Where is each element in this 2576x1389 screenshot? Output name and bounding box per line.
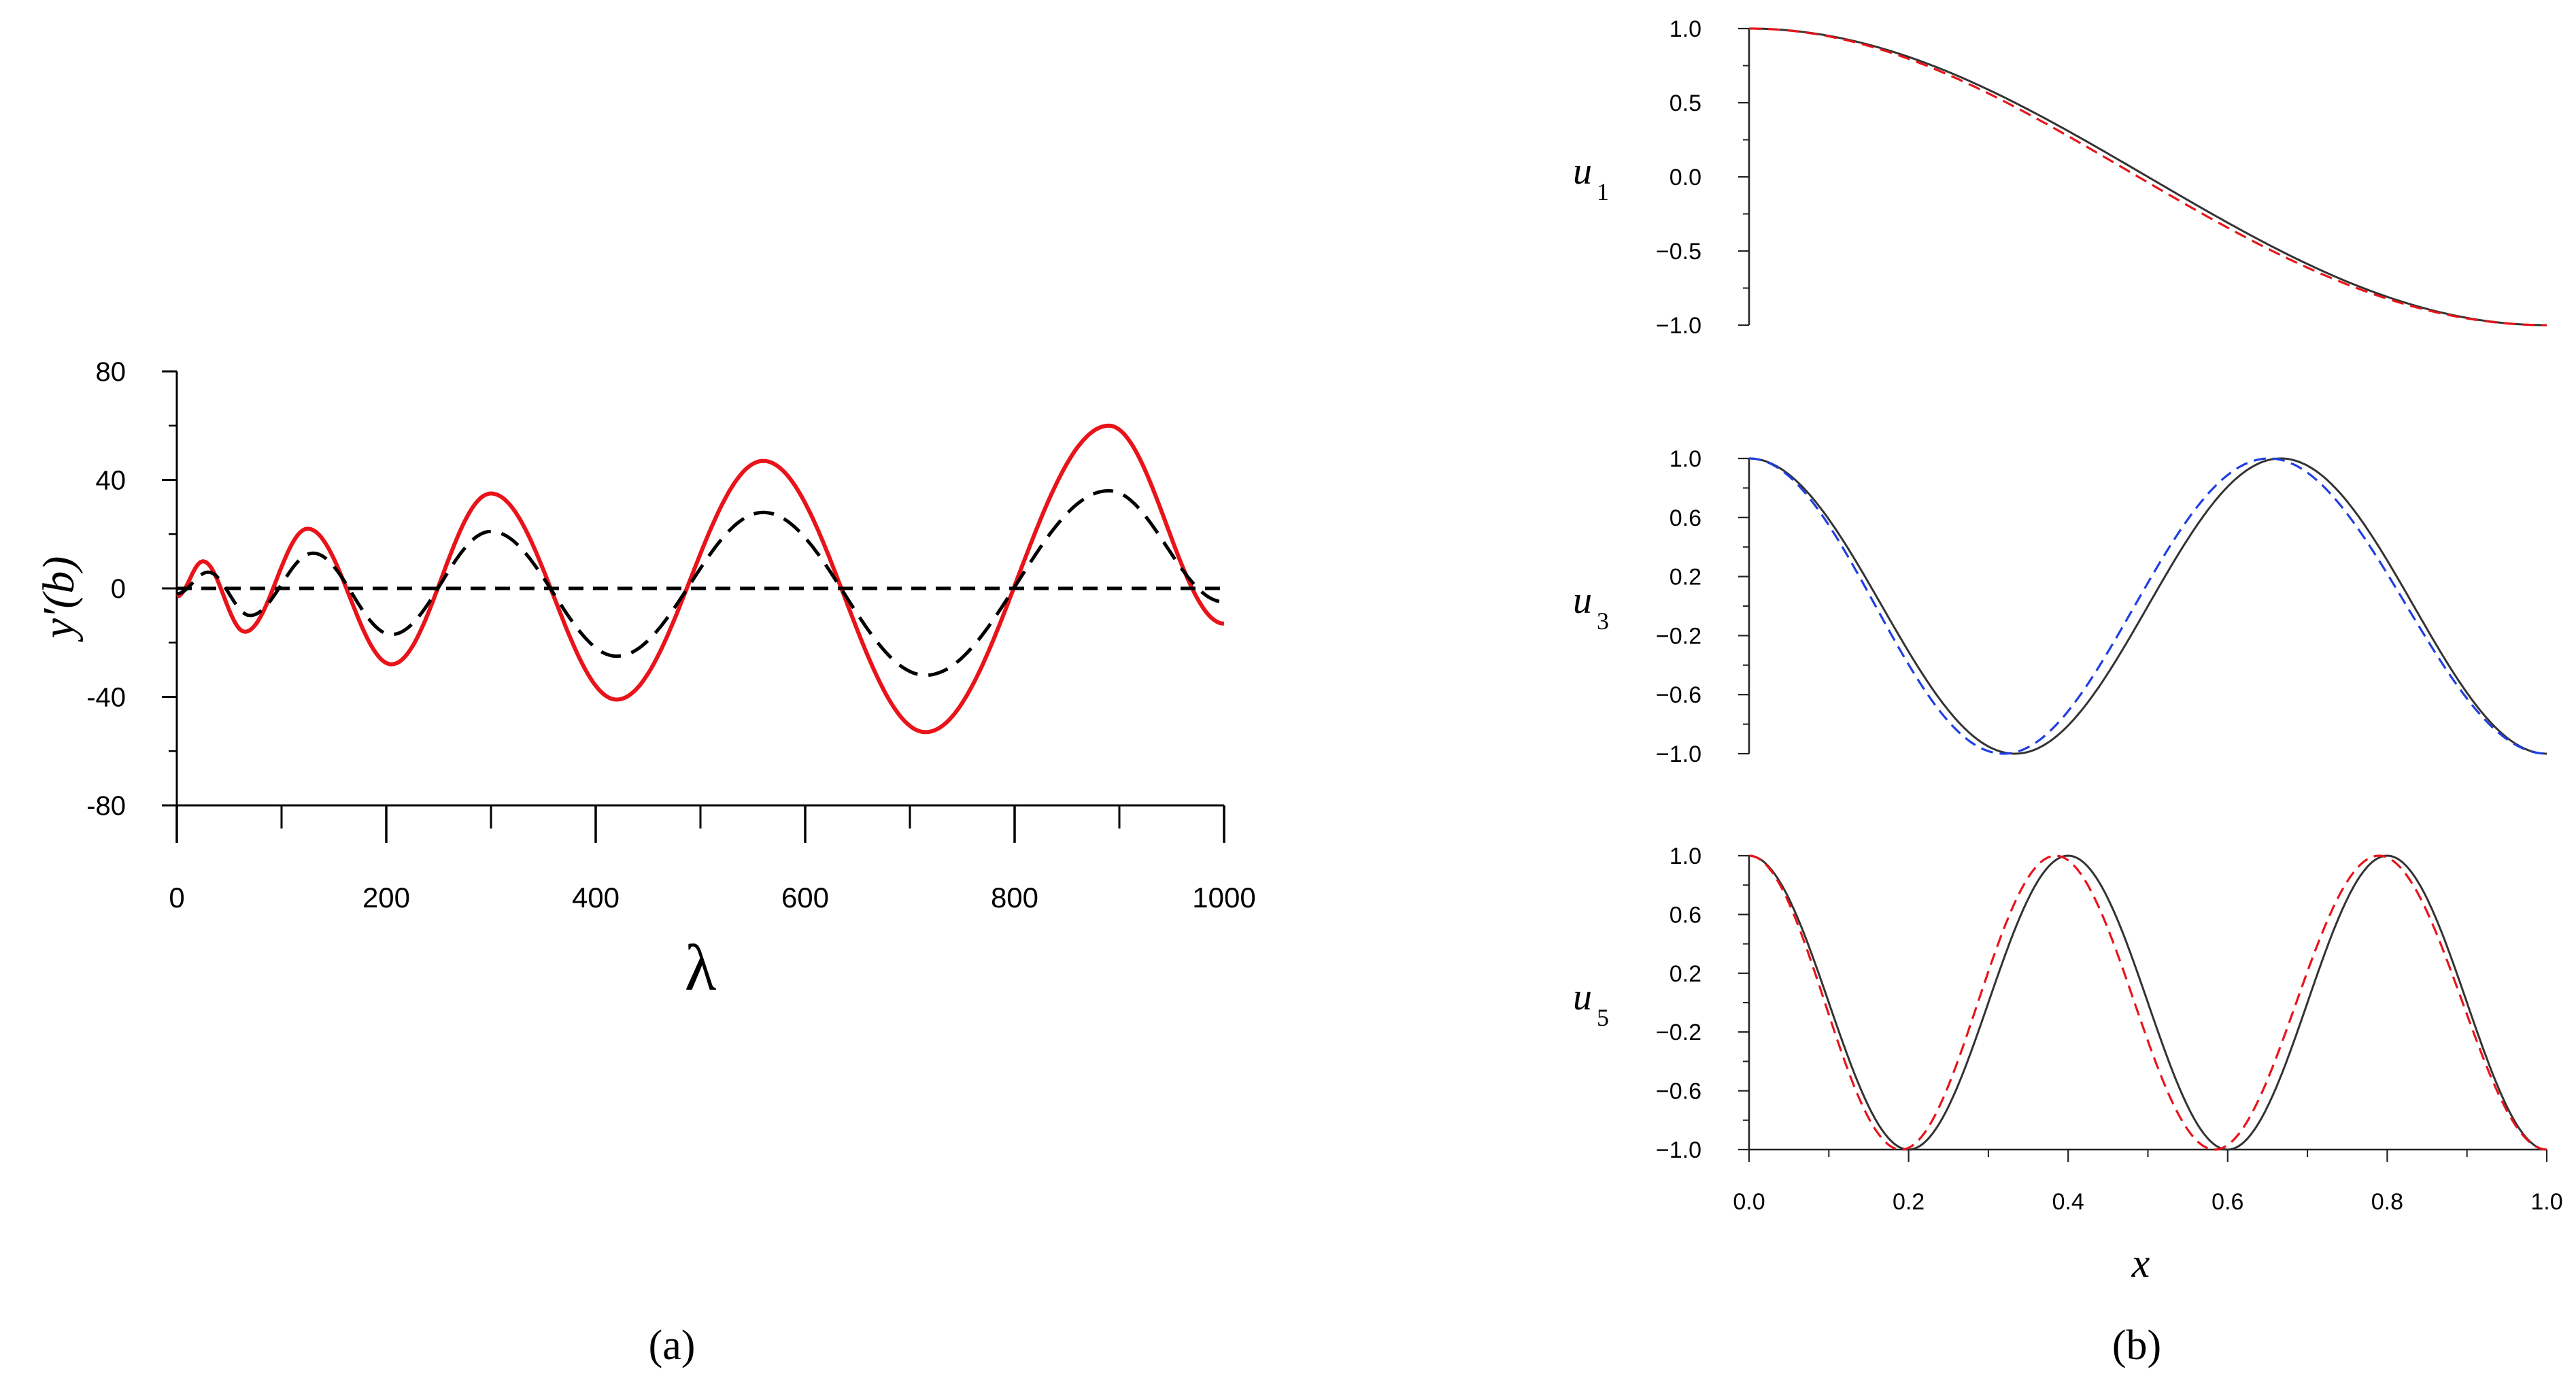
y-tick-label: −0.2	[1656, 623, 1701, 649]
y-tick-label: 0.0	[1670, 165, 1701, 190]
x-tick-label: 200	[362, 882, 410, 914]
y-tick-label: 0.2	[1670, 565, 1701, 590]
x-tick-label: 600	[781, 882, 829, 914]
y-tick-label: 1.0	[1670, 446, 1701, 472]
y-tick-label: 1.0	[1670, 843, 1701, 869]
subplot-0-ylabel-sub: 1	[1597, 178, 1609, 205]
x-tick-label: 0.8	[2371, 1189, 2403, 1215]
y-tick-label: −0.6	[1656, 1079, 1701, 1105]
y-tick-label: −0.5	[1656, 239, 1701, 265]
x-tick-label: 1000	[1192, 882, 1255, 914]
y-tick-label: 0.6	[1670, 902, 1701, 928]
x-tick-label: 1.0	[2530, 1189, 2562, 1215]
subplot-2-series-0	[1748, 854, 2547, 1151]
x-axis-label: λ	[685, 931, 717, 1004]
y-axis-label: y′(b)	[34, 556, 84, 643]
x-tick-label: 0.0	[1733, 1189, 1765, 1215]
subplot-1-ylabel: u	[1573, 580, 1592, 622]
subplot-0-series-0	[1749, 27, 2547, 327]
subplot-0-series-1	[1749, 27, 2547, 327]
panel-label-a: (a)	[649, 1322, 696, 1369]
subplot-1-ylabel-sub: 3	[1597, 607, 1609, 635]
panel-b: 1.00.50.0−0.5−1.0u 11.00.60.2−0.2−0.6−1.0…	[1573, 16, 2563, 1369]
y-tick-label: 80	[96, 357, 126, 387]
subplot-1-series-1	[1749, 457, 2547, 755]
y-tick-label: −1.0	[1656, 1137, 1701, 1163]
y-tick-label: −1.0	[1656, 741, 1701, 767]
panel-label-b: (b)	[2112, 1322, 2161, 1369]
x-tick-label: 0.2	[1893, 1189, 1925, 1215]
subplot-2-ylabel: u	[1573, 976, 1592, 1018]
x-tick-label: 0	[169, 882, 184, 914]
y-tick-label: -40	[86, 683, 126, 713]
y-tick-label: 0.5	[1670, 90, 1701, 116]
y-tick-label: 0.6	[1670, 505, 1701, 531]
y-tick-label: -80	[86, 791, 126, 821]
y-tick-label: 0.2	[1670, 961, 1701, 987]
y-tick-label: −0.2	[1656, 1020, 1701, 1045]
x-tick-label: 0.6	[2211, 1189, 2243, 1215]
y-tick-label: 40	[96, 466, 126, 496]
y-tick-label: 0	[111, 574, 126, 604]
series-line-1	[176, 488, 1225, 677]
subplot-1-series-0	[1749, 457, 2547, 755]
y-tick-label: 1.0	[1670, 16, 1701, 42]
subplot-0-ylabel: u	[1573, 150, 1592, 193]
y-tick-label: −1.0	[1656, 313, 1701, 339]
x-axis-label: x	[2131, 1241, 2150, 1286]
x-tick-label: 400	[572, 882, 620, 914]
y-tick-label: −0.6	[1656, 682, 1701, 708]
series-line-0	[176, 423, 1225, 735]
x-tick-label: 800	[991, 882, 1038, 914]
x-tick-label: 0.4	[2052, 1189, 2084, 1215]
subplot-2-ylabel-sub: 5	[1597, 1004, 1609, 1031]
subplot-2-series-1	[1748, 854, 2547, 1151]
